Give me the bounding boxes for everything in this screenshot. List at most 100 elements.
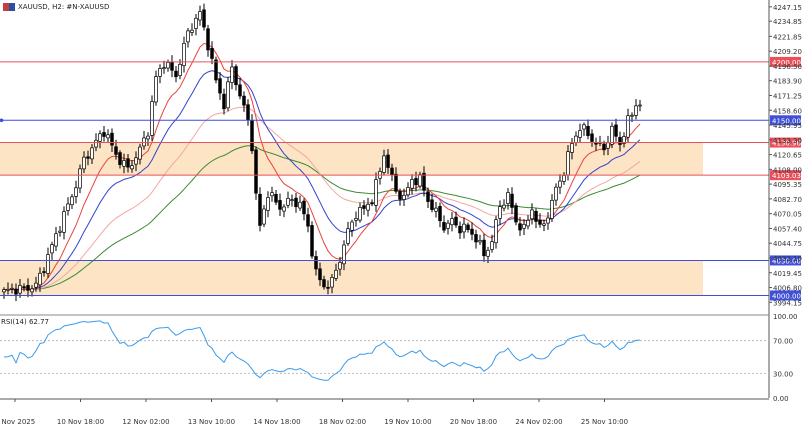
- candle-body: [474, 234, 478, 243]
- candle-body: [422, 172, 426, 191]
- time-tick-label: 24 Nov 02:00: [515, 418, 562, 426]
- candle: [482, 233, 486, 262]
- candle-body: [166, 62, 170, 69]
- candle: [74, 180, 78, 204]
- candle: [110, 128, 114, 153]
- candle: [514, 202, 518, 226]
- candle-body: [462, 223, 466, 233]
- candle-body: [254, 149, 258, 194]
- candle-body: [194, 17, 198, 29]
- candle-body: [214, 59, 218, 81]
- candle-body: [406, 187, 410, 196]
- rsi-tick-label: 100.00: [773, 313, 798, 321]
- candle-body: [330, 277, 334, 288]
- candle-body: [122, 160, 126, 167]
- rsi-tick-label: 30.00: [773, 370, 793, 378]
- candle: [50, 241, 54, 260]
- candle-body: [34, 282, 38, 288]
- price-tick-label: 4019.45: [773, 270, 802, 278]
- candle: [6, 282, 10, 295]
- candle-body: [250, 120, 254, 152]
- level-tag-text: 4130.96: [772, 140, 801, 148]
- candle: [2, 287, 6, 299]
- candle-body: [398, 190, 402, 200]
- time-tick-label: 12 Nov 02:00: [122, 418, 169, 426]
- level-tag-text: 4150.00: [772, 117, 801, 125]
- candle-body: [290, 199, 294, 202]
- candle: [198, 5, 202, 26]
- candle-body: [306, 214, 310, 227]
- candle: [46, 247, 50, 278]
- candle: [42, 267, 46, 277]
- candle: [510, 187, 514, 215]
- candle-body: [134, 157, 138, 165]
- candle-body: [94, 139, 98, 148]
- time-tick-label: 14 Nov 18:00: [253, 418, 300, 426]
- candle: [286, 191, 290, 209]
- candle-body: [142, 137, 146, 147]
- candle-body: [518, 223, 522, 231]
- candle: [558, 174, 562, 194]
- candle: [342, 240, 346, 271]
- candle: [614, 118, 618, 142]
- candle-body: [634, 105, 638, 116]
- candle: [282, 204, 286, 218]
- candle-body: [286, 198, 290, 206]
- price-tick-label: 4209.20: [773, 48, 802, 56]
- candle: [594, 137, 598, 151]
- candle: [262, 205, 266, 228]
- candle: [210, 41, 214, 65]
- candle: [346, 221, 350, 246]
- level-tag-4200.00: [770, 56, 801, 67]
- candle: [638, 99, 642, 112]
- candle: [70, 194, 74, 209]
- candle: [582, 122, 586, 136]
- candle-body: [50, 244, 54, 254]
- price-tick-label: 4234.85: [773, 18, 802, 26]
- candle: [10, 283, 14, 294]
- price-tick-label: 4032.10: [773, 255, 802, 263]
- candle-body: [162, 67, 166, 70]
- candle-body: [366, 203, 370, 211]
- candle-body: [526, 219, 530, 227]
- candle: [590, 129, 594, 147]
- candle-body: [182, 42, 186, 67]
- candle-body: [90, 147, 94, 160]
- candle-body: [534, 210, 538, 222]
- candle: [322, 275, 326, 290]
- candle-body: [558, 180, 562, 188]
- price-tick-label: 4158.60: [773, 107, 802, 115]
- candle: [626, 108, 630, 143]
- candle-body: [402, 194, 406, 200]
- level-tag-text: 4103.03: [772, 172, 801, 180]
- candle-body: [510, 193, 514, 208]
- candle: [22, 283, 26, 292]
- candle-body: [66, 203, 70, 211]
- candle: [422, 166, 426, 197]
- candle: [234, 64, 238, 91]
- candle: [358, 202, 362, 223]
- candle-body: [278, 200, 282, 210]
- price-tick-label: 4082.70: [773, 196, 802, 204]
- candle: [318, 262, 322, 286]
- chart-header: XAUUSD, H2: #N-XAUUSD: [3, 1, 109, 13]
- price-tick-label: 3994.15: [773, 299, 802, 307]
- candle-body: [566, 151, 570, 176]
- candle: [226, 77, 230, 112]
- candle-body: [138, 146, 142, 160]
- time-tick-label: 18 Nov 02:00: [319, 418, 366, 426]
- candle: [158, 64, 162, 84]
- candle: [390, 163, 394, 181]
- candle: [366, 197, 370, 217]
- candle-body: [626, 115, 630, 138]
- candle-body: [102, 132, 106, 137]
- time-tick-label: 10 Nov 18:00: [57, 418, 104, 426]
- candle: [62, 206, 66, 240]
- candle: [586, 119, 590, 140]
- candle: [410, 174, 414, 195]
- candle: [534, 208, 538, 229]
- candle: [194, 13, 198, 36]
- candle-body: [614, 124, 618, 137]
